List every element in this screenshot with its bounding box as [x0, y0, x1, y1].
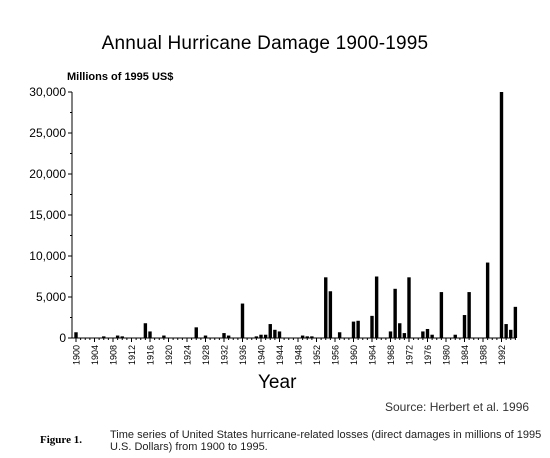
bar-1977	[430, 334, 434, 338]
source-note: Source: Herbert et al. 1996	[385, 400, 530, 414]
y-axis-label: Millions of 1995 US$	[67, 71, 174, 83]
bar-1995	[513, 306, 518, 338]
bar-1965	[374, 276, 379, 338]
x-tick-label: 1944	[275, 345, 285, 365]
bar-1979	[439, 292, 444, 338]
bar-1985	[467, 292, 471, 338]
bar-1950	[305, 336, 309, 338]
x-tick-label: 1948	[294, 345, 304, 365]
bar-1910	[120, 336, 124, 338]
y-axis: 0 5,000 10,000 15,000 20,000 25,000 30,000	[29, 85, 73, 345]
x-tick-label: 1968	[386, 345, 396, 365]
x-tick-label: 1912	[127, 345, 137, 365]
x-tick-label: 1940	[257, 345, 267, 365]
x-tick-label: 1920	[164, 345, 174, 365]
bar-1915	[143, 323, 148, 338]
bar-1972	[407, 277, 411, 338]
bar-1939	[254, 336, 259, 338]
bar-1926	[194, 327, 198, 338]
bar-1994	[509, 329, 513, 338]
y-tick-label: 20,000	[29, 167, 66, 181]
bar-1906	[102, 336, 106, 338]
bar-1961	[356, 320, 360, 338]
bar-1949	[300, 335, 305, 338]
figure-caption: Time series of United States hurricane-r…	[110, 429, 542, 453]
bar-1964	[370, 315, 374, 338]
x-axis: 1900 1904 1908 1912 1916 1920 1924 1928 1932 1936…	[72, 337, 516, 365]
x-tick-label: 1908	[109, 345, 119, 365]
x-tick-label: 1984	[460, 345, 470, 365]
bar-1969	[393, 288, 397, 338]
bar-1932	[222, 333, 226, 338]
bar-1992	[499, 92, 504, 338]
bar-1941	[263, 334, 268, 338]
bar-1933	[226, 335, 231, 338]
bar-1942	[268, 324, 272, 338]
bar-1928	[203, 335, 208, 338]
x-tick-label: 1916	[146, 345, 156, 365]
x-tick-label: 1960	[349, 345, 359, 365]
x-tick-label: 1924	[183, 345, 193, 365]
bar-1970	[398, 323, 402, 338]
x-tick-label: 1936	[238, 345, 248, 365]
bar-1919	[162, 335, 166, 338]
x-tick-label: 1952	[312, 345, 322, 365]
x-tick-label: 1980	[442, 345, 452, 365]
bars-group	[74, 92, 518, 338]
y-tick-label: 0	[59, 331, 66, 345]
bar-1940	[259, 334, 263, 338]
bar-1955	[328, 291, 333, 338]
bar-1971	[402, 333, 407, 338]
y-tick-label: 10,000	[29, 249, 66, 263]
bar-1951	[310, 336, 314, 338]
x-tick-label: 1956	[331, 345, 341, 365]
x-tick-label: 1976	[423, 345, 433, 365]
x-tick-label: 1932	[220, 345, 230, 365]
bar-1984	[462, 315, 467, 338]
figure-label: Figure 1.	[40, 434, 82, 446]
bar-1900	[74, 332, 78, 338]
bar-1957	[337, 332, 342, 338]
bar-1916	[148, 331, 152, 338]
bar-1989	[485, 262, 490, 338]
x-tick-label: 1972	[405, 345, 415, 365]
x-tick-label: 1964	[368, 345, 378, 365]
bar-1968	[388, 331, 393, 338]
y-tick-label: 25,000	[29, 126, 66, 140]
bar-1954	[324, 277, 328, 338]
bar-1936	[240, 303, 245, 338]
y-tick-label: 15,000	[29, 208, 66, 222]
x-tick-label: 1992	[497, 345, 507, 365]
x-tick-label: 1988	[479, 345, 489, 365]
y-tick-label: 30,000	[29, 85, 66, 99]
bar-1944	[277, 331, 282, 338]
x-tick-label: 1928	[201, 345, 211, 365]
x-tick-label: 1904	[90, 345, 100, 365]
chart-title: Annual Hurricane Damage 1900-1995	[101, 33, 429, 54]
bar-1975	[421, 331, 425, 338]
x-axis-label: Year	[258, 372, 297, 393]
y-tick-label: 5,000	[36, 290, 66, 304]
bar-1993	[504, 324, 508, 338]
bar-1909	[115, 335, 120, 338]
bar-1982	[453, 334, 457, 338]
bar-1943	[273, 329, 277, 338]
bar-1976	[425, 328, 430, 338]
bar-1960	[351, 321, 356, 338]
x-tick-label: 1900	[72, 345, 82, 365]
